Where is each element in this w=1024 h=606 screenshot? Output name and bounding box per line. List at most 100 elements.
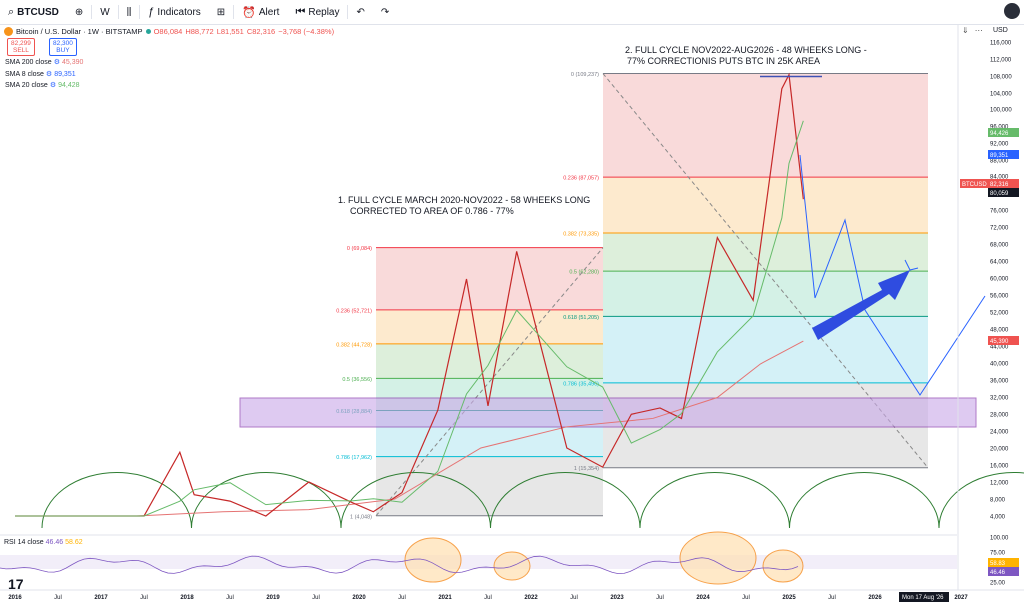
price-axis-label: 80,059 <box>990 191 1009 197</box>
sma-20-legend[interactable]: SMA 20 close ⚙ 94,428 <box>5 81 80 89</box>
divider <box>117 5 119 19</box>
price-axis-label-bg <box>988 567 1019 576</box>
price-axis-label-bg <box>988 150 1019 159</box>
fib-level-label: 0.236 (52,721) <box>336 308 372 314</box>
undo-button[interactable]: ↶ <box>348 0 372 24</box>
price-axis-label-bg <box>988 336 1019 345</box>
indicators-label: Indicators <box>157 6 201 18</box>
replay-button[interactable]: ⏮ Replay <box>287 0 347 24</box>
compare-button[interactable]: ⊕ <box>67 0 91 24</box>
pane-controls: ⇓ ⋯ <box>962 26 983 35</box>
ohlc-close: C82,316 <box>246 27 276 36</box>
fib-zone <box>376 247 603 310</box>
time-axis-tick: 2027 <box>954 595 968 601</box>
price-axis-label: 58.83 <box>990 561 1006 567</box>
price-axis-label-bg <box>988 188 1019 197</box>
price-axis-label: 46.46 <box>990 570 1006 576</box>
more-icon[interactable]: ⋯ <box>974 26 983 35</box>
price-axis-tick: 48,000 <box>990 328 1009 334</box>
interval-button[interactable]: W <box>100 6 110 18</box>
price-axis-tick: 112,000 <box>990 58 1012 64</box>
cycle-arc <box>639 472 790 529</box>
price-axis-label: BTCUSD <box>962 182 987 188</box>
buy-button[interactable]: 82,300 BUY <box>49 38 77 56</box>
time-axis-tick: Jul <box>398 595 406 601</box>
time-axis-tick: 2024 <box>696 595 710 601</box>
bitcoin-icon <box>4 27 13 36</box>
chart-type-button[interactable]: ⫼ <box>119 0 140 24</box>
time-axis-tick: Jul <box>312 595 320 601</box>
symbol-title: Bitcoin / U.S. Dollar · 1W · BITSTAMP <box>16 27 143 36</box>
price-axis-tick: 84,000 <box>990 175 1009 181</box>
forecast-path <box>799 154 986 396</box>
time-axis-tick: 2016 <box>8 595 22 601</box>
fib-level-label: 0.786 (35,496) <box>563 381 599 387</box>
fib-level-label: 0.382 (44,728) <box>336 342 372 348</box>
annotation-cycle-2-line-1: 2. FULL CYCLE NOV2022-AUG2026 - 48 WHEEK… <box>625 45 867 55</box>
time-axis-tick: 2018 <box>180 595 194 601</box>
sma-200-legend[interactable]: SMA 200 close ⚙ 45,390 <box>5 58 83 66</box>
rsi-highlight-circle <box>679 531 757 585</box>
price-axis-label: 45,390 <box>990 339 1009 345</box>
redo-button[interactable]: ↷ <box>373 0 397 24</box>
scroll-down-icon[interactable]: ⇓ <box>962 26 969 35</box>
fib-trend-line <box>375 247 604 517</box>
annotation-cycle-1-line-2: CORRECTED TO AREA OF 0.786 - 77% <box>350 206 514 216</box>
alert-label: Alert <box>258 6 280 18</box>
price-axis-tick: 76,000 <box>990 209 1009 215</box>
time-axis-tick: 2020 <box>352 595 366 601</box>
time-axis-tick: 2022 <box>524 595 538 601</box>
settings-icon[interactable]: ⚙ <box>45 71 53 78</box>
currency-label[interactable]: USD <box>993 27 1008 34</box>
settings-icon[interactable]: ⚙ <box>49 82 57 89</box>
layouts-button[interactable]: ⊞ <box>209 0 233 24</box>
fib-zone <box>603 232 928 272</box>
tradingview-logo: 17 <box>8 576 24 592</box>
price-axis-tick: 56,000 <box>990 294 1009 300</box>
indicators-button[interactable]: ƒ Indicators <box>140 0 208 24</box>
time-axis-tick: 2025 <box>782 595 796 601</box>
price-axis-label-bg <box>988 558 1019 567</box>
price-axis-tick: 4,000 <box>990 515 1006 521</box>
divider <box>91 5 93 19</box>
sma-8-legend[interactable]: SMA 8 close ⚙ 89,351 <box>5 70 76 78</box>
alert-button[interactable]: ⏰ Alert <box>234 0 287 24</box>
price-axis-tick: 32,000 <box>990 396 1009 402</box>
price-axis-tick: 104,000 <box>990 92 1012 98</box>
price-axis-tick: 72,000 <box>990 226 1009 232</box>
price-axis-label: 89,351 <box>990 153 1009 159</box>
price-axis-label: 94,426 <box>990 131 1009 137</box>
crosshair-date-label: Mon 17 Aug '26 <box>902 595 944 601</box>
sell-label: SELL <box>12 47 29 54</box>
divider <box>347 5 349 19</box>
rsi-legend[interactable]: RSI 14 close 46.46 58.62 <box>4 539 83 546</box>
crosshair-date-bg <box>899 592 949 602</box>
fib-level-label: 1 (4,048) <box>350 514 372 520</box>
price-axis-tick: 75.00 <box>990 551 1006 557</box>
sma-20-value: 94,428 <box>58 82 80 89</box>
rsi-line <box>0 555 799 575</box>
time-axis-tick: Jul <box>656 595 664 601</box>
fib-zone <box>376 343 603 379</box>
indicators-icon: ƒ <box>148 6 155 18</box>
ohlc-high: H88,772 <box>185 27 214 36</box>
ohlc-change: −3,768 (−4.38%) <box>278 27 335 36</box>
settings-icon[interactable]: ⚙ <box>53 59 60 66</box>
avatar[interactable] <box>1004 3 1020 19</box>
price-axis-tick: 24,000 <box>990 430 1009 436</box>
sma-200-line <box>15 340 804 517</box>
price-axis-label-bg <box>988 179 1019 188</box>
fib-zone <box>603 316 928 383</box>
cycle-arc <box>490 472 641 529</box>
price-axis-tick: 25.00 <box>990 581 1006 587</box>
price-axis-tick: 96,000 <box>990 125 1009 131</box>
target-zone-box <box>239 397 977 428</box>
rsi-label: RSI 14 close <box>4 539 44 546</box>
toolbar-right <box>1004 3 1020 19</box>
price-axis-label: 82,316 <box>990 182 1009 188</box>
buy-price: 82,300 <box>53 40 73 47</box>
symbol-search[interactable]: ⌕ BTCUSD <box>0 0 67 24</box>
candles-icon: ⫼ <box>126 6 132 18</box>
sell-button[interactable]: 82,299 SELL <box>7 38 35 56</box>
